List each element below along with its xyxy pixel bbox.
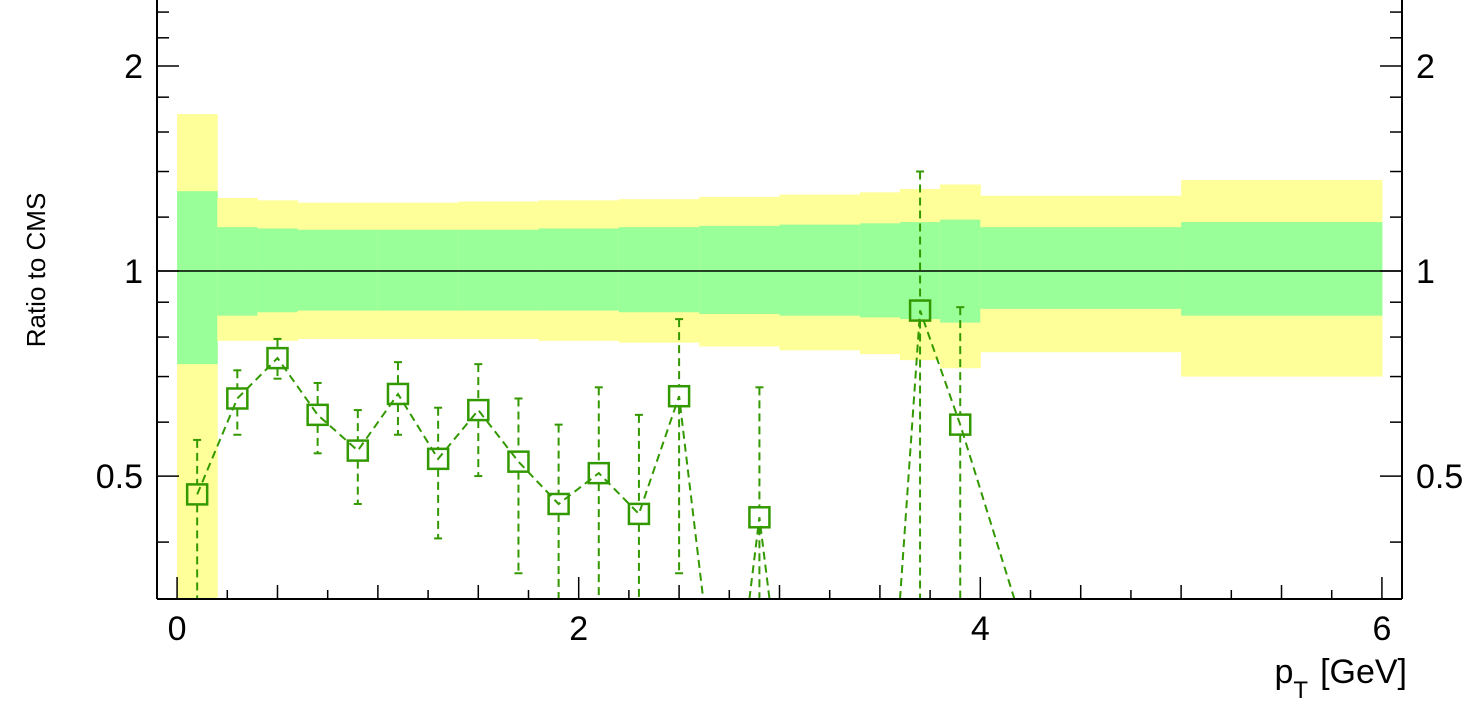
y-tick-label-right-1: 1 (1416, 253, 1435, 291)
data-point-4 (346, 439, 370, 462)
inner-band-9 (779, 224, 861, 316)
y-tick-label-left-2: 2 (124, 48, 143, 86)
data-point-13 (748, 506, 771, 529)
axis-ticks (157, 11, 1402, 599)
data-point-10 (587, 461, 611, 485)
y-tick-label-right-2: 2 (1416, 48, 1435, 86)
data-point-8 (507, 450, 530, 473)
data-point-6 (426, 447, 450, 471)
inner-band-6 (538, 228, 620, 311)
data-point-3 (306, 403, 329, 427)
y-tick-label-right-0.5: 0.5 (1416, 458, 1463, 496)
data-point-14 (908, 299, 932, 322)
inner-band-4 (377, 229, 459, 311)
y-tick-label-left-1: 1 (124, 253, 143, 291)
tick-labels: 0 2 4 6 0.5 1 2 0.5 1 2 (96, 48, 1464, 648)
series-line-2 (899, 310, 1016, 600)
inner-band-14 (1181, 222, 1383, 316)
x-tick-label-2: 2 (569, 610, 588, 648)
data-series (185, 170, 1016, 600)
inner-band-13 (980, 227, 1182, 309)
data-point-5 (386, 382, 410, 406)
data-point-15 (948, 413, 972, 436)
series-line-1 (748, 517, 771, 600)
series-line-0 (196, 356, 705, 600)
x-tick-label-6: 6 (1372, 610, 1391, 648)
data-point-0 (185, 483, 209, 506)
inner-band-3 (297, 229, 379, 311)
inner-band-7 (618, 227, 700, 313)
x-tick-label-4: 4 (971, 610, 990, 648)
data-point-9 (547, 492, 570, 516)
data-point-2 (266, 346, 289, 370)
inner-band-0 (177, 191, 218, 365)
x-tick-label-0: 0 (168, 610, 187, 648)
data-point-12 (667, 384, 691, 408)
uncertainty-bands (177, 114, 1383, 599)
x-axis-label: pT [GeV] (1274, 653, 1407, 704)
data-point-1 (226, 387, 249, 410)
inner-band-5 (458, 229, 540, 311)
x-axis-label-main: p (1274, 653, 1293, 691)
data-point-7 (467, 398, 490, 422)
y-axis-label: Ratio to CMS (21, 193, 51, 348)
y-tick-label-left-0.5: 0.5 (96, 458, 143, 496)
x-axis-label-sub: T (1293, 677, 1308, 704)
x-axis-label-unit: [GeV] (1320, 653, 1407, 691)
inner-band-8 (699, 225, 780, 314)
data-point-11 (627, 502, 651, 526)
